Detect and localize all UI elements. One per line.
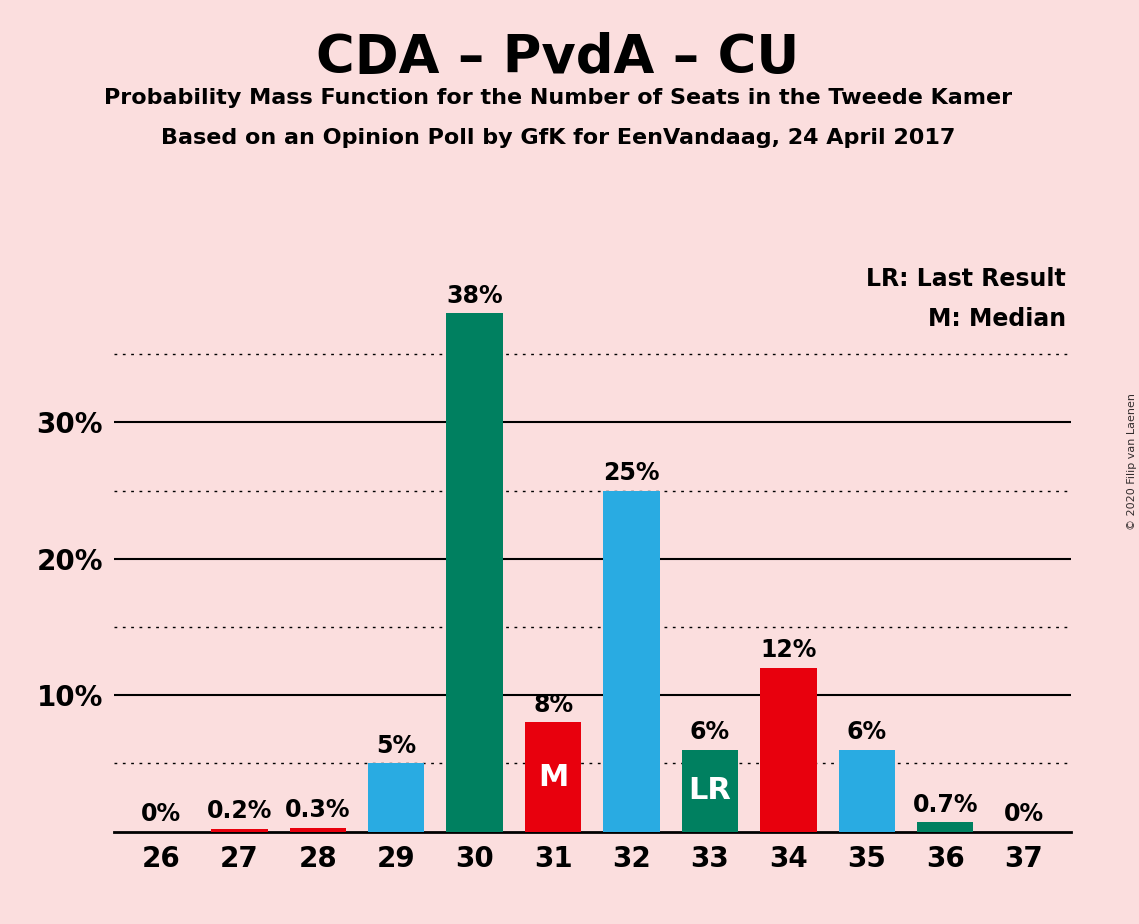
Text: 38%: 38% [446,284,503,308]
Bar [446,313,503,832]
Bar [368,763,425,832]
Bar [681,749,738,832]
Text: CDA – PvdA – CU: CDA – PvdA – CU [317,32,800,84]
Bar [760,668,817,832]
Bar [525,723,581,832]
Text: 6%: 6% [846,721,887,745]
Text: M: Median: M: Median [928,308,1066,332]
Text: 0.3%: 0.3% [285,798,351,822]
Bar [917,822,974,832]
Text: 0.2%: 0.2% [206,799,272,823]
Text: LR: Last Result: LR: Last Result [866,267,1066,291]
Text: Based on an Opinion Poll by GfK for EenVandaag, 24 April 2017: Based on an Opinion Poll by GfK for EenV… [161,128,956,148]
Text: 8%: 8% [533,693,573,717]
Bar [289,828,346,832]
Text: 25%: 25% [604,461,659,485]
Text: LR: LR [688,776,731,805]
Bar [838,749,895,832]
Bar [604,491,659,832]
Text: Probability Mass Function for the Number of Seats in the Tweede Kamer: Probability Mass Function for the Number… [104,88,1013,108]
Text: 5%: 5% [376,734,416,758]
Text: 6%: 6% [690,721,730,745]
Text: M: M [538,762,568,792]
Text: 0%: 0% [141,802,181,826]
Text: 12%: 12% [760,638,817,663]
Text: 0%: 0% [1003,802,1043,826]
Bar [211,829,268,832]
Text: © 2020 Filip van Laenen: © 2020 Filip van Laenen [1126,394,1137,530]
Text: 0.7%: 0.7% [912,793,978,817]
